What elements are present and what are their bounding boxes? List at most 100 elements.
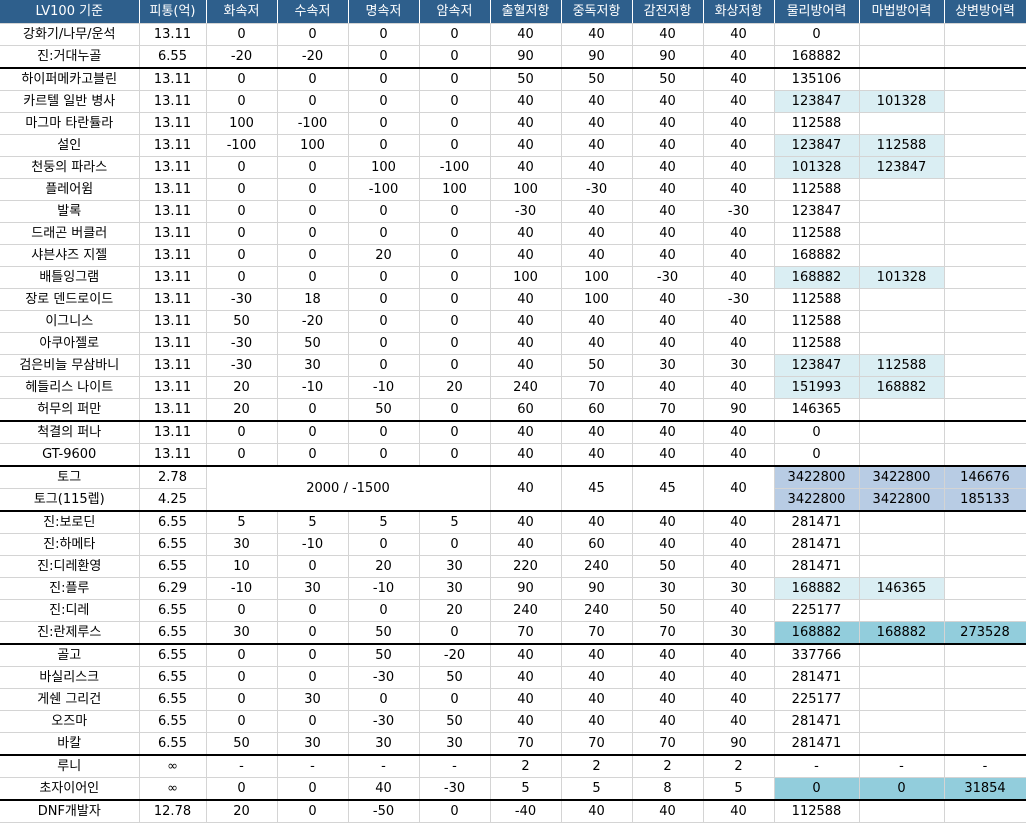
fire-resist-cell[interactable]: 0 xyxy=(206,200,278,223)
phys-def-cell[interactable]: - xyxy=(774,754,860,778)
phys-def-cell[interactable]: 168882 xyxy=(774,621,860,645)
dark-resist-cell[interactable]: 0 xyxy=(419,200,491,223)
burn-resist-cell[interactable]: 40 xyxy=(703,465,775,512)
fire-resist-cell[interactable]: 0 xyxy=(206,266,278,289)
phys-def-cell[interactable]: 112588 xyxy=(774,112,860,135)
burn-resist-cell[interactable]: 40 xyxy=(703,710,775,733)
phys-def-cell[interactable]: 112588 xyxy=(774,222,860,245)
dark-resist-cell[interactable]: 0 xyxy=(419,398,491,422)
burn-resist-cell[interactable]: 90 xyxy=(703,398,775,422)
light-resist-cell[interactable]: -100 xyxy=(348,178,420,201)
mag-def-cell[interactable] xyxy=(859,332,945,355)
status-def-cell[interactable]: 185133 xyxy=(944,488,1026,512)
mag-def-cell[interactable] xyxy=(859,45,945,69)
hp-cell[interactable]: 13.11 xyxy=(139,310,207,333)
light-resist-cell[interactable]: 0 xyxy=(348,200,420,223)
row-name-cell[interactable]: 척결의 퍼나 xyxy=(0,420,140,444)
light-resist-cell[interactable]: 0 xyxy=(348,134,420,157)
phys-def-cell[interactable]: 225177 xyxy=(774,688,860,711)
status-def-cell[interactable] xyxy=(944,67,1026,91)
phys-def-cell[interactable]: 3422800 xyxy=(774,465,860,489)
dark-resist-cell[interactable]: 50 xyxy=(419,666,491,689)
poison-resist-cell[interactable]: 40 xyxy=(561,799,633,823)
water-resist-cell[interactable]: 0 xyxy=(277,244,349,267)
light-resist-cell[interactable]: 0 xyxy=(348,45,420,69)
phys-def-cell[interactable]: 0 xyxy=(774,420,860,444)
light-resist-cell[interactable]: 0 xyxy=(348,354,420,377)
hp-cell[interactable]: 13.11 xyxy=(139,398,207,422)
dark-resist-cell[interactable]: 20 xyxy=(419,599,491,622)
column-header[interactable]: 출혈저항 xyxy=(490,0,562,24)
dark-resist-cell[interactable]: 0 xyxy=(419,266,491,289)
burn-resist-cell[interactable]: 40 xyxy=(703,90,775,113)
shock-resist-cell[interactable]: 40 xyxy=(632,376,704,399)
status-def-cell[interactable]: - xyxy=(944,754,1026,778)
shock-resist-cell[interactable]: 40 xyxy=(632,643,704,667)
row-name-cell[interactable]: 아쿠아젤로 xyxy=(0,332,140,355)
water-resist-cell[interactable]: 30 xyxy=(277,354,349,377)
status-def-cell[interactable] xyxy=(944,643,1026,667)
status-def-cell[interactable] xyxy=(944,666,1026,689)
light-resist-cell[interactable]: 0 xyxy=(348,688,420,711)
mag-def-cell[interactable] xyxy=(859,555,945,578)
hp-cell[interactable]: 13.11 xyxy=(139,376,207,399)
dark-resist-cell[interactable]: 0 xyxy=(419,354,491,377)
row-name-cell[interactable]: 설인 xyxy=(0,134,140,157)
light-resist-cell[interactable]: 50 xyxy=(348,621,420,645)
phys-def-cell[interactable]: 112588 xyxy=(774,332,860,355)
hp-cell[interactable]: 13.11 xyxy=(139,90,207,113)
shock-resist-cell[interactable]: 40 xyxy=(632,90,704,113)
dark-resist-cell[interactable]: 0 xyxy=(419,332,491,355)
mag-def-cell[interactable] xyxy=(859,112,945,135)
poison-resist-cell[interactable]: 90 xyxy=(561,45,633,69)
fire-resist-cell[interactable]: 50 xyxy=(206,732,278,756)
status-def-cell[interactable] xyxy=(944,200,1026,223)
light-resist-cell[interactable]: -50 xyxy=(348,799,420,823)
hp-cell[interactable]: 13.11 xyxy=(139,134,207,157)
shock-resist-cell[interactable]: 40 xyxy=(632,510,704,534)
burn-resist-cell[interactable]: 40 xyxy=(703,643,775,667)
phys-def-cell[interactable]: 146365 xyxy=(774,398,860,422)
dark-resist-cell[interactable]: 0 xyxy=(419,67,491,91)
hp-cell[interactable]: 13.11 xyxy=(139,288,207,311)
bleed-resist-cell[interactable]: 90 xyxy=(490,45,562,69)
fire-resist-cell[interactable]: 50 xyxy=(206,310,278,333)
bleed-resist-cell[interactable]: -40 xyxy=(490,799,562,823)
mag-def-cell[interactable] xyxy=(859,643,945,667)
light-resist-cell[interactable]: 0 xyxy=(348,288,420,311)
poison-resist-cell[interactable]: 60 xyxy=(561,533,633,556)
light-resist-cell[interactable]: -30 xyxy=(348,666,420,689)
water-resist-cell[interactable]: -100 xyxy=(277,112,349,135)
poison-resist-cell[interactable]: 40 xyxy=(561,222,633,245)
mag-def-cell[interactable] xyxy=(859,443,945,467)
mag-def-cell[interactable] xyxy=(859,288,945,311)
burn-resist-cell[interactable]: 40 xyxy=(703,222,775,245)
column-header[interactable]: 상변방어력 xyxy=(944,0,1026,24)
dark-resist-cell[interactable]: 0 xyxy=(419,688,491,711)
dark-resist-cell[interactable]: 0 xyxy=(419,222,491,245)
phys-def-cell[interactable]: 112588 xyxy=(774,178,860,201)
phys-def-cell[interactable]: 281471 xyxy=(774,533,860,556)
bleed-resist-cell[interactable]: 90 xyxy=(490,577,562,600)
light-resist-cell[interactable]: 0 xyxy=(348,222,420,245)
poison-resist-cell[interactable]: 40 xyxy=(561,666,633,689)
status-def-cell[interactable] xyxy=(944,732,1026,756)
poison-resist-cell[interactable]: 40 xyxy=(561,244,633,267)
water-resist-cell[interactable]: -10 xyxy=(277,533,349,556)
column-header[interactable]: 마법방어력 xyxy=(859,0,945,24)
status-def-cell[interactable] xyxy=(944,310,1026,333)
phys-def-cell[interactable]: 225177 xyxy=(774,599,860,622)
mag-def-cell[interactable] xyxy=(859,533,945,556)
row-name-cell[interactable]: 진:플루 xyxy=(0,577,140,600)
hp-cell[interactable]: 13.11 xyxy=(139,332,207,355)
status-def-cell[interactable] xyxy=(944,799,1026,823)
shock-resist-cell[interactable]: 2 xyxy=(632,754,704,778)
dark-resist-cell[interactable]: 0 xyxy=(419,288,491,311)
hp-cell[interactable]: 2.78 xyxy=(139,465,207,489)
shock-resist-cell[interactable]: 30 xyxy=(632,354,704,377)
status-def-cell[interactable] xyxy=(944,555,1026,578)
burn-resist-cell[interactable]: 40 xyxy=(703,156,775,179)
fire-resist-cell[interactable]: 0 xyxy=(206,599,278,622)
dark-resist-cell[interactable]: 0 xyxy=(419,134,491,157)
dark-resist-cell[interactable]: 0 xyxy=(419,621,491,645)
